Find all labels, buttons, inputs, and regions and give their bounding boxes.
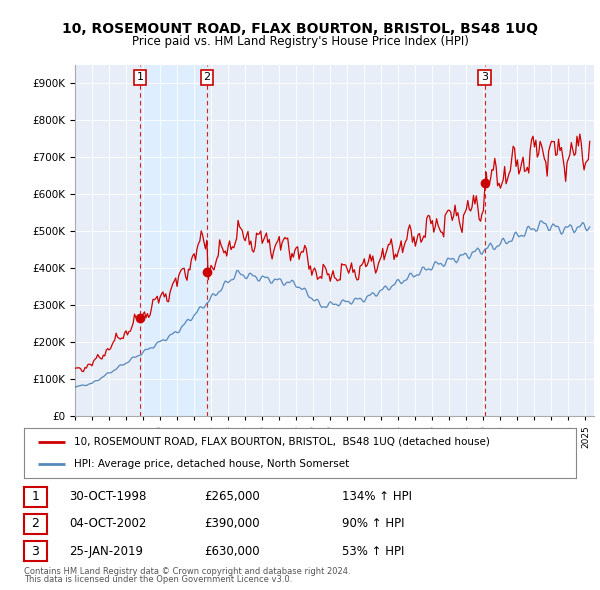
Text: 2: 2 [31, 517, 40, 530]
Text: £390,000: £390,000 [204, 517, 260, 530]
Text: This data is licensed under the Open Government Licence v3.0.: This data is licensed under the Open Gov… [24, 575, 292, 584]
Text: £265,000: £265,000 [204, 490, 260, 503]
Text: 10, ROSEMOUNT ROAD, FLAX BOURTON, BRISTOL,  BS48 1UQ (detached house): 10, ROSEMOUNT ROAD, FLAX BOURTON, BRISTO… [74, 437, 490, 447]
Text: 1: 1 [137, 73, 143, 82]
Text: 1: 1 [31, 490, 40, 503]
Text: 3: 3 [31, 545, 40, 558]
Text: 90% ↑ HPI: 90% ↑ HPI [342, 517, 404, 530]
Text: 134% ↑ HPI: 134% ↑ HPI [342, 490, 412, 503]
Text: 04-OCT-2002: 04-OCT-2002 [69, 517, 146, 530]
Text: 30-OCT-1998: 30-OCT-1998 [69, 490, 146, 503]
Text: 2: 2 [203, 73, 211, 82]
Text: Price paid vs. HM Land Registry's House Price Index (HPI): Price paid vs. HM Land Registry's House … [131, 35, 469, 48]
Text: 25-JAN-2019: 25-JAN-2019 [69, 545, 143, 558]
Text: £630,000: £630,000 [204, 545, 260, 558]
Text: 10, ROSEMOUNT ROAD, FLAX BOURTON, BRISTOL, BS48 1UQ: 10, ROSEMOUNT ROAD, FLAX BOURTON, BRISTO… [62, 22, 538, 37]
Text: 3: 3 [481, 73, 488, 82]
Text: HPI: Average price, detached house, North Somerset: HPI: Average price, detached house, Nort… [74, 459, 349, 469]
Text: 53% ↑ HPI: 53% ↑ HPI [342, 545, 404, 558]
Text: Contains HM Land Registry data © Crown copyright and database right 2024.: Contains HM Land Registry data © Crown c… [24, 567, 350, 576]
Bar [140, 65, 207, 416]
